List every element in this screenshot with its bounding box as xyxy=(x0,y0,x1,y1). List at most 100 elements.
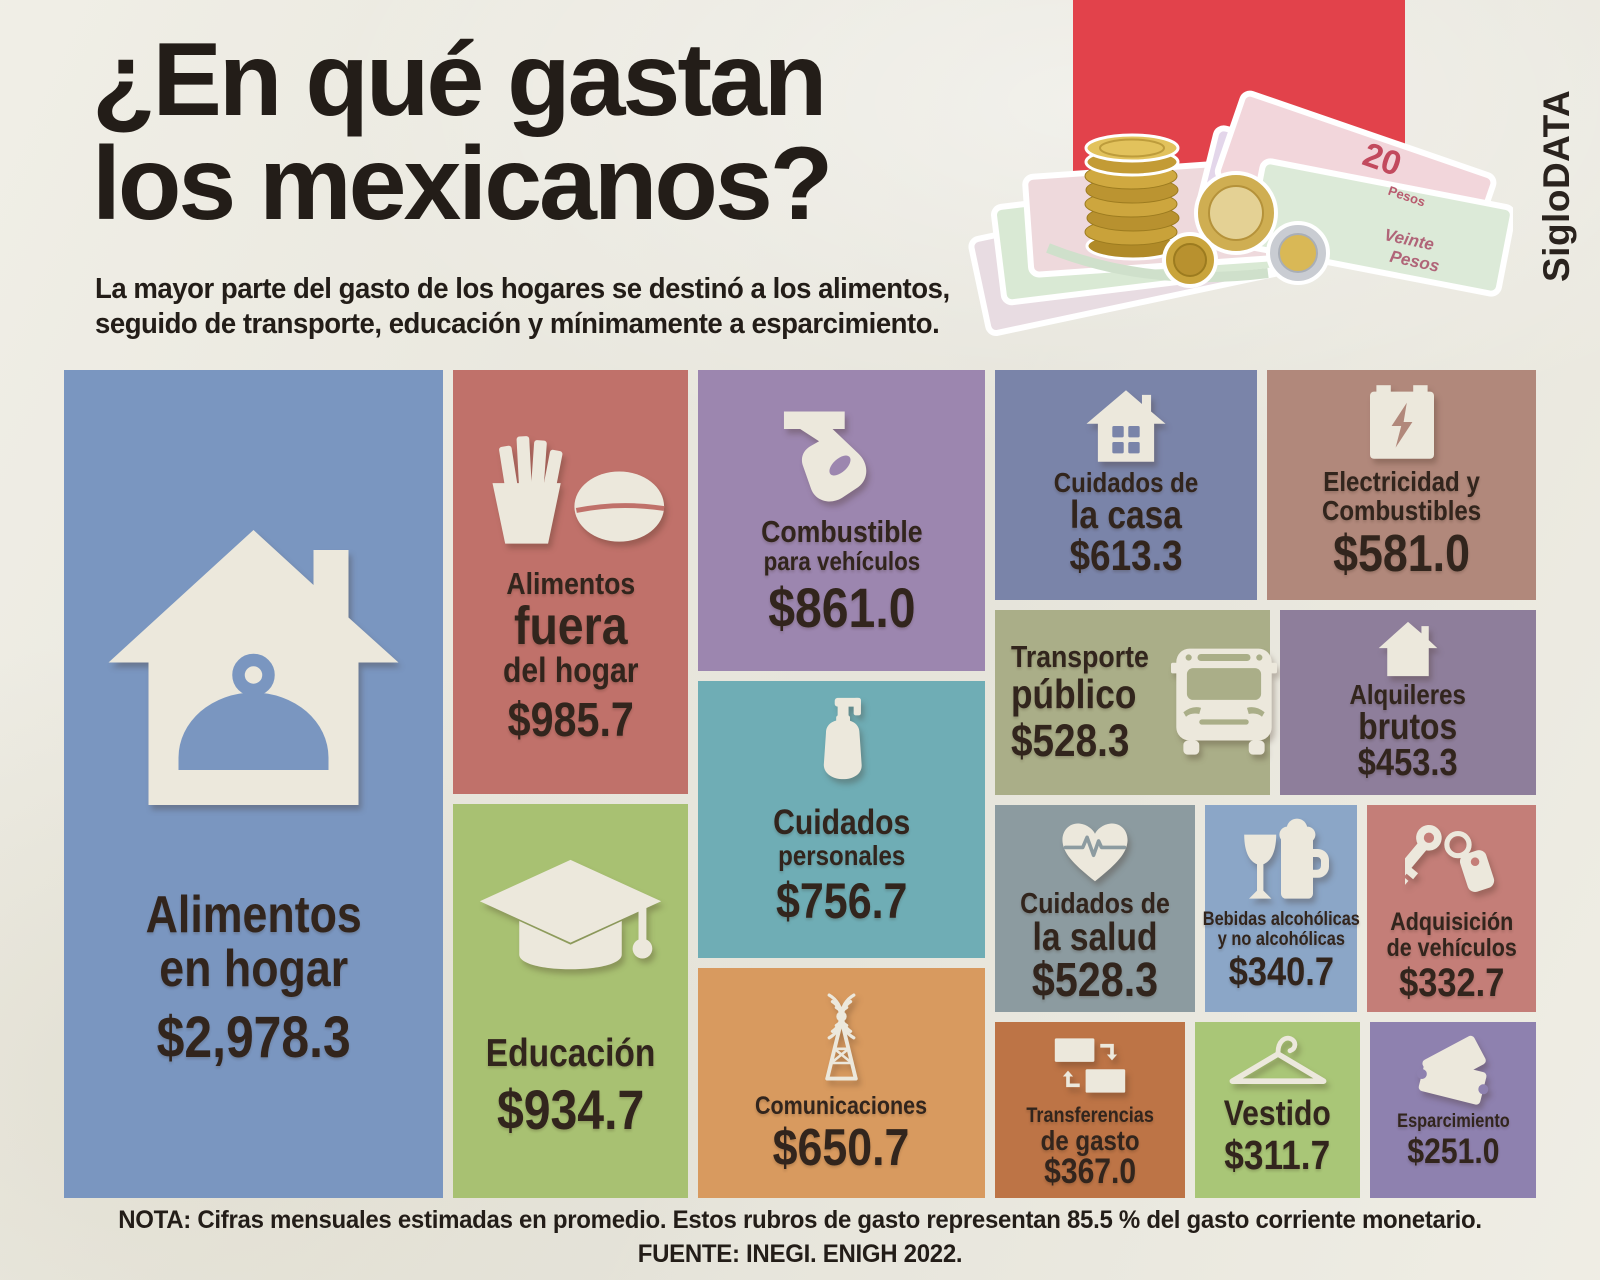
category-alimentos-fuera: Alimentos fuera del hogar $985.7 xyxy=(453,370,688,794)
category-text: Electricidad y Combustibles $581.0 xyxy=(1322,467,1481,581)
category-label: la salud xyxy=(1032,916,1158,960)
brand-logo: SigloDATA xyxy=(1536,89,1577,282)
category-value: $311.7 xyxy=(1224,1132,1331,1179)
house-icon xyxy=(1378,621,1438,677)
category-esparcimiento: Esparcimiento $251.0 xyxy=(1370,1022,1536,1198)
category-label: Alquileres xyxy=(1349,679,1467,710)
category-bebidas: Bebidas alcohólicas y no alcohólicas $34… xyxy=(1202,805,1360,1012)
category-text: Cuidados personales $756.7 xyxy=(772,803,911,929)
category-value: $934.7 xyxy=(496,1077,645,1141)
category-label: Alimentos xyxy=(145,886,362,944)
soap-dispenser-icon xyxy=(823,697,862,780)
category-value: $581.0 xyxy=(1333,525,1470,584)
category-cuidados-casa: Cuidados de la casa $613.3 xyxy=(995,370,1257,600)
category-label: Bebidas alcohólicas xyxy=(1202,909,1360,930)
category-label: para vehículos xyxy=(763,546,920,577)
category-label: Combustible xyxy=(760,514,923,549)
page-subtitle-line2: seguido de transporte, educación y mínim… xyxy=(95,308,940,341)
hanger-icon xyxy=(1229,1035,1326,1084)
category-value: $2,978.3 xyxy=(156,1005,351,1071)
category-label: Transporte xyxy=(1011,638,1149,674)
category-label: Combustibles xyxy=(1321,495,1482,527)
category-label: fuera xyxy=(513,596,628,657)
category-label: Cuidados de xyxy=(1053,467,1199,498)
category-transferencias-gasto: Transferencias de gasto $367.0 xyxy=(995,1022,1185,1198)
category-alimentos-en-hogar: Alimentos en hogar $2,978.3 xyxy=(64,370,443,1198)
category-educacion: Educación $934.7 xyxy=(453,804,688,1198)
category-label: brutos xyxy=(1358,706,1458,748)
category-value: $367.0 xyxy=(1043,1152,1137,1192)
category-comunicaciones: Comunicaciones $650.7 xyxy=(698,968,985,1198)
category-text: Combustible para vehículos $861.0 xyxy=(760,514,923,640)
page-subtitle: La mayor parte del gasto de los hogares … xyxy=(95,272,950,343)
category-cuidados-personales: Cuidados personales $756.7 xyxy=(698,681,985,958)
category-text: Alquileres brutos $453.3 xyxy=(1350,680,1466,784)
category-value: $985.7 xyxy=(507,693,634,747)
category-value: $756.7 xyxy=(775,872,908,929)
battery-icon xyxy=(1369,385,1434,459)
category-label: público xyxy=(1011,670,1137,717)
category-label: Cuidados de xyxy=(1020,888,1170,920)
fuel-nozzle-icon xyxy=(783,411,866,502)
category-value: $340.7 xyxy=(1228,949,1334,994)
category-label: Transferencias xyxy=(1026,1104,1154,1127)
category-label: la casa xyxy=(1070,494,1182,538)
category-label: Electricidad y xyxy=(1323,466,1480,497)
category-value: $861.0 xyxy=(767,576,916,640)
category-transporte-publico: Transporte público $528.3 xyxy=(995,610,1278,795)
fast-food-icon xyxy=(492,436,665,544)
house-icon xyxy=(1086,390,1166,462)
category-electricidad-combustibles: Electricidad y Combustibles $581.0 xyxy=(1267,370,1536,600)
category-value: $251.0 xyxy=(1406,1131,1500,1171)
category-alquileres-brutos: Alquileres brutos $453.3 xyxy=(1280,610,1536,795)
category-label: Esparcimiento xyxy=(1396,1111,1510,1132)
coins xyxy=(1162,171,1330,288)
category-label: y no alcohólicas xyxy=(1217,928,1345,950)
category-text: Bebidas alcohólicas y no alcohólicas $34… xyxy=(1202,910,1359,993)
page-subtitle-line1: La mayor parte del gasto de los hogares … xyxy=(95,273,950,305)
category-value: $613.3 xyxy=(1069,532,1183,581)
page-title-line2: los mexicanos? xyxy=(92,126,833,242)
category-label: Vestido xyxy=(1223,1094,1332,1133)
category-value: $650.7 xyxy=(773,1119,910,1177)
category-label: de vehículos xyxy=(1386,934,1517,962)
category-text: Transporte público $528.3 xyxy=(1011,638,1149,766)
footer-source: FUENTE: INEGI. ENIGH 2022. xyxy=(637,1240,963,1268)
category-label: Cuidados xyxy=(772,803,911,842)
category-text: Comunicaciones $650.7 xyxy=(755,1093,927,1175)
heart-pulse-icon xyxy=(1062,823,1128,882)
coin-stack xyxy=(1084,133,1181,261)
category-text: Transferencias de gasto $367.0 xyxy=(1026,1105,1154,1191)
category-label: Educación xyxy=(485,1032,656,1075)
category-text: Alimentos fuera del hogar $985.7 xyxy=(502,566,639,747)
category-label: del hogar xyxy=(502,651,639,691)
category-text: Cuidados de la casa $613.3 xyxy=(1054,468,1198,579)
car-keys-icon xyxy=(1404,824,1494,892)
tickets-icon xyxy=(1416,1035,1489,1105)
category-label: Adquisición xyxy=(1389,908,1514,936)
category-text: Vestido $311.7 xyxy=(1223,1094,1332,1179)
category-text: Educación $934.7 xyxy=(485,1032,656,1141)
category-label: de gasto xyxy=(1040,1124,1140,1156)
category-label: personales xyxy=(777,840,906,872)
category-label: Comunicaciones xyxy=(755,1092,928,1120)
page-title: ¿En qué gastan los mexicanos? xyxy=(92,22,833,242)
category-value: $528.3 xyxy=(1031,954,1159,1008)
category-text: Adquisición de vehículos $332.7 xyxy=(1386,909,1516,1005)
category-text: Esparcimiento $251.0 xyxy=(1397,1112,1510,1170)
money-photo: 20 Pesos Veinte Pesos xyxy=(968,90,1513,336)
graduation-cap-icon xyxy=(479,859,662,970)
category-text: Alimentos en hogar $2,978.3 xyxy=(145,888,361,1068)
category-text: Cuidados de la salud $528.3 xyxy=(1020,889,1170,1006)
category-cuidados-salud: Cuidados de la salud $528.3 xyxy=(995,805,1195,1012)
transfer-icon xyxy=(1054,1038,1126,1093)
category-value: $453.3 xyxy=(1358,742,1458,785)
house-food-icon xyxy=(108,530,399,805)
page-title-line1: ¿En qué gastan xyxy=(92,22,827,138)
category-combustible-vehiculos: Combustible para vehículos $861.0 xyxy=(698,370,985,671)
category-value: $332.7 xyxy=(1398,961,1505,1005)
category-label: Alimentos xyxy=(506,566,635,601)
category-value: $528.3 xyxy=(1011,714,1130,766)
category-vestido: Vestido $311.7 xyxy=(1195,1022,1360,1198)
